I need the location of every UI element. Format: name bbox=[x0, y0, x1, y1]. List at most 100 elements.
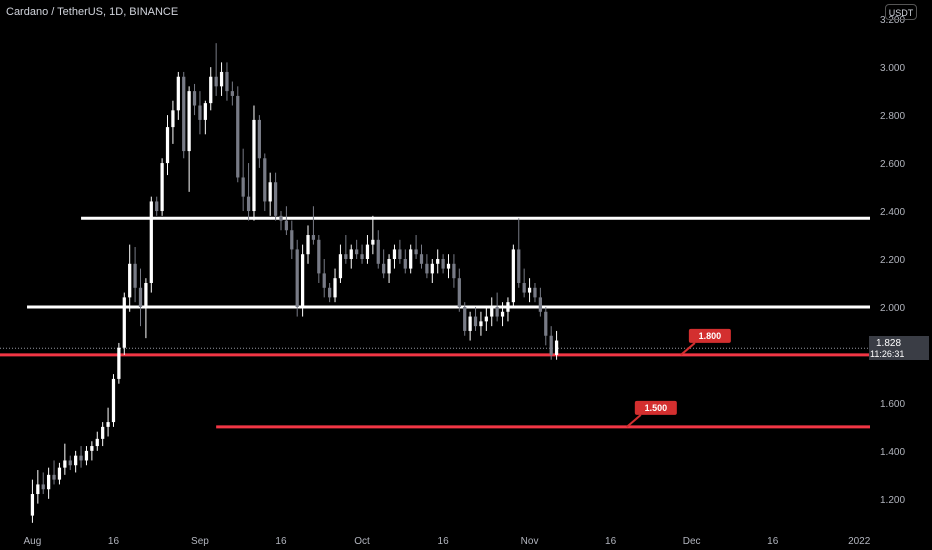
candles-group bbox=[30, 43, 559, 523]
candle-body bbox=[387, 259, 391, 274]
candle bbox=[344, 235, 348, 264]
candle bbox=[252, 105, 256, 221]
candle-body bbox=[398, 249, 402, 260]
candle bbox=[30, 479, 35, 523]
candle-body bbox=[52, 474, 56, 480]
price-label-pointer bbox=[626, 414, 642, 428]
y-tick-label: 1.200 bbox=[880, 495, 905, 506]
price-tag-bg bbox=[869, 336, 929, 360]
candle-body bbox=[246, 196, 251, 212]
x-tick-label: 16 bbox=[108, 536, 120, 547]
candle bbox=[209, 67, 213, 111]
candle bbox=[468, 311, 472, 341]
candle-body bbox=[490, 306, 494, 317]
price-label-text: 1.500 bbox=[645, 403, 668, 413]
x-tick-label: 2022 bbox=[848, 536, 871, 547]
candle bbox=[165, 115, 170, 176]
candle bbox=[317, 235, 321, 283]
candle-body bbox=[106, 422, 110, 427]
candle-body bbox=[463, 306, 467, 331]
candle bbox=[365, 235, 370, 264]
candle bbox=[311, 206, 316, 245]
candle-body bbox=[414, 249, 418, 255]
candle-body bbox=[473, 316, 478, 327]
candle-body bbox=[517, 249, 521, 283]
candle-body bbox=[263, 158, 267, 202]
candle-body bbox=[236, 95, 240, 178]
candle-body bbox=[111, 378, 116, 423]
y-tick-label: 1.600 bbox=[880, 399, 905, 410]
candle bbox=[554, 330, 559, 360]
candle bbox=[527, 278, 532, 303]
candle-body bbox=[290, 230, 294, 250]
candle bbox=[106, 407, 110, 437]
candle-body bbox=[322, 273, 326, 288]
candle-body bbox=[365, 244, 370, 260]
candle bbox=[376, 230, 380, 269]
candle-body bbox=[214, 76, 218, 87]
candle bbox=[192, 83, 197, 116]
candle bbox=[268, 172, 272, 216]
candle-body bbox=[484, 316, 488, 322]
candle-body bbox=[84, 450, 89, 461]
candle-body bbox=[230, 91, 234, 96]
candle bbox=[144, 278, 148, 339]
candle-body bbox=[279, 215, 283, 221]
price-label-1.800[interactable]: 1.800 bbox=[680, 328, 731, 356]
candle bbox=[41, 472, 45, 495]
candle bbox=[338, 244, 343, 283]
candle bbox=[36, 470, 40, 504]
candle bbox=[441, 254, 445, 274]
candle bbox=[57, 462, 62, 485]
candle-body bbox=[241, 177, 245, 197]
candle-body bbox=[30, 494, 35, 516]
candle-body bbox=[171, 110, 175, 128]
candle-body bbox=[36, 484, 40, 495]
candle-body bbox=[187, 91, 191, 152]
candle bbox=[511, 244, 515, 307]
candle-body bbox=[409, 249, 413, 269]
candle-body bbox=[317, 239, 321, 274]
candle bbox=[187, 86, 191, 192]
candle-body bbox=[344, 254, 348, 260]
candle bbox=[95, 431, 99, 451]
currency-button[interactable]: USDT bbox=[885, 4, 917, 20]
candle-body bbox=[360, 254, 364, 260]
candle bbox=[133, 247, 137, 303]
candle-body bbox=[165, 127, 170, 164]
candle-body bbox=[328, 287, 332, 298]
candle bbox=[409, 244, 413, 274]
candle-body bbox=[403, 259, 407, 269]
x-tick-label: Oct bbox=[354, 536, 370, 547]
candle bbox=[403, 249, 407, 274]
candle-body bbox=[182, 76, 186, 152]
candle-body bbox=[441, 259, 445, 269]
candle bbox=[160, 158, 164, 216]
candle-body bbox=[117, 347, 121, 379]
candle bbox=[452, 254, 456, 288]
candle-body bbox=[549, 335, 553, 355]
candle bbox=[355, 239, 359, 260]
candle-body bbox=[138, 287, 143, 307]
candle-body bbox=[268, 182, 272, 202]
price-label-box bbox=[688, 328, 731, 343]
candle bbox=[225, 62, 229, 101]
candle-body bbox=[90, 446, 94, 451]
candle bbox=[246, 163, 251, 221]
candle-body bbox=[538, 297, 542, 312]
candle-body bbox=[522, 282, 526, 293]
candle bbox=[506, 297, 510, 322]
candle bbox=[398, 239, 402, 264]
candle bbox=[279, 211, 283, 231]
candle bbox=[300, 244, 305, 317]
candle bbox=[79, 446, 83, 468]
candle-body bbox=[425, 263, 429, 274]
price-label-1.500[interactable]: 1.500 bbox=[626, 400, 677, 428]
candle-body bbox=[355, 249, 359, 255]
candle bbox=[517, 218, 521, 288]
candle-body bbox=[333, 278, 337, 298]
x-tick-label: 16 bbox=[767, 536, 779, 547]
candle-body bbox=[219, 71, 224, 87]
candle bbox=[457, 268, 461, 312]
